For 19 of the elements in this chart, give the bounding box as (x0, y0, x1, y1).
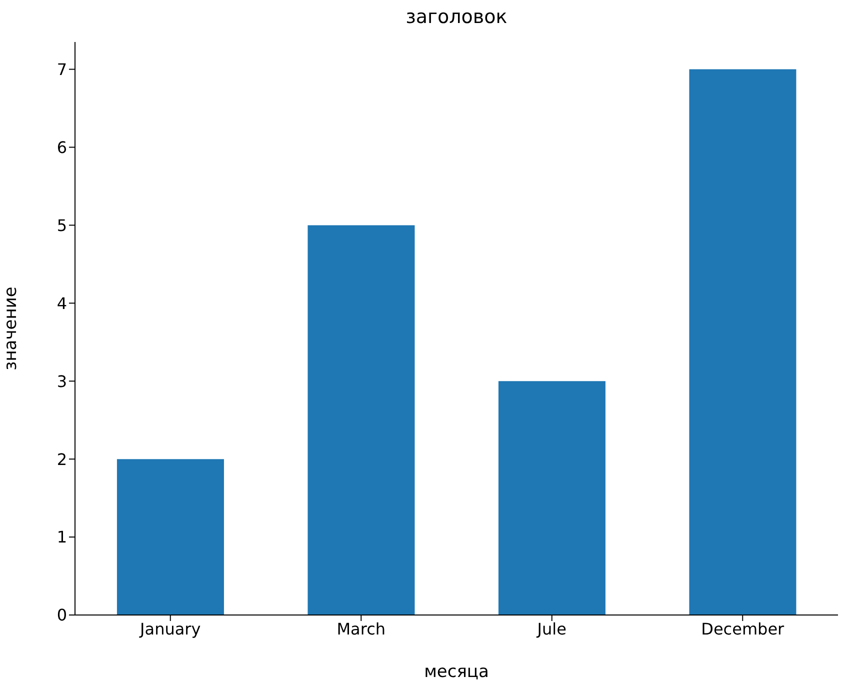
chart-title: заголовок (404, 6, 508, 28)
bar (689, 69, 796, 615)
y-tick-label: 6 (56, 138, 67, 157)
y-tick-label: 3 (56, 372, 67, 391)
y-tick-label: 0 (56, 606, 67, 625)
x-axis-title: месяца (424, 662, 489, 682)
y-tick-label: 2 (56, 450, 67, 469)
bar (498, 381, 606, 615)
y-axis-title: значение (1, 286, 22, 370)
x-tick-label: January (139, 619, 201, 638)
y-tick-label: 4 (56, 294, 67, 313)
x-tick-label: December (701, 619, 785, 638)
y-tick-label: 5 (56, 216, 67, 235)
bar (308, 225, 415, 615)
bar (116, 459, 224, 615)
y-tick-label: 1 (56, 528, 67, 547)
x-tick-label: March (336, 619, 386, 638)
x-tick-label: Jule (536, 619, 566, 638)
y-tick-label: 7 (56, 60, 67, 79)
